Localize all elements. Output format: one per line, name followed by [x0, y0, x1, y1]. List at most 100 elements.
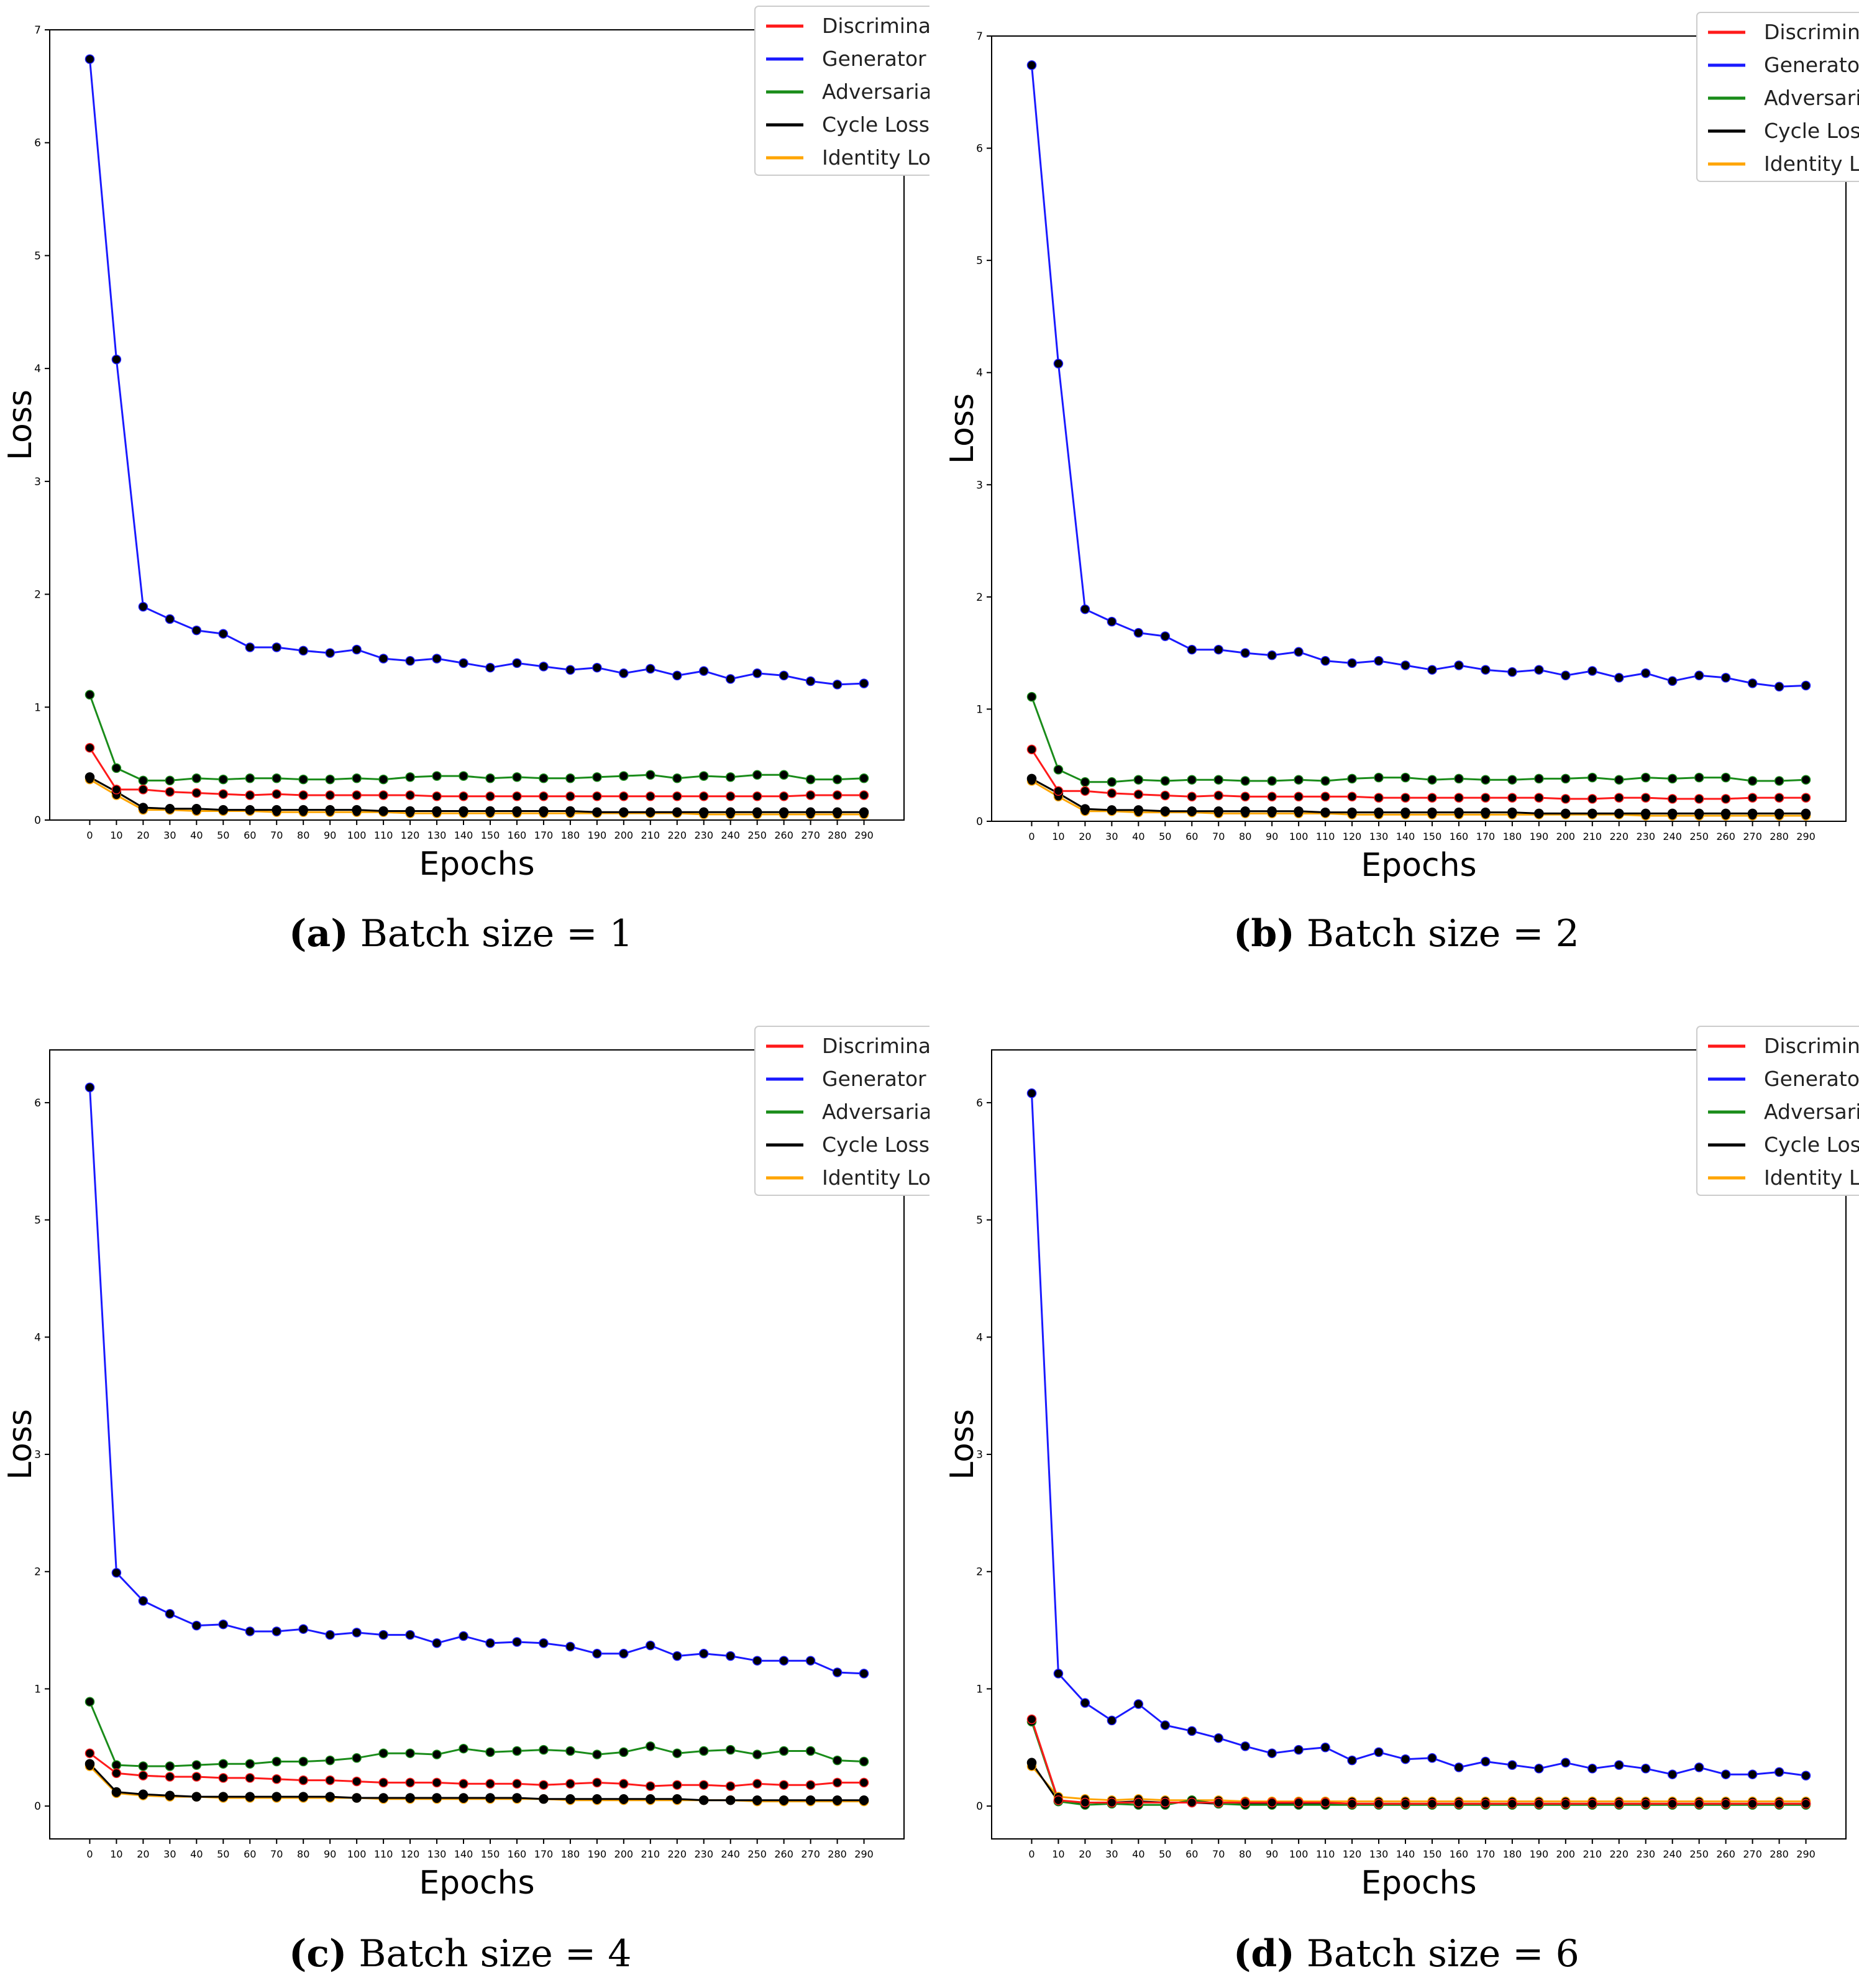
y-tick-label: 6	[34, 137, 41, 150]
data-point	[1774, 776, 1784, 786]
data-point	[752, 1656, 762, 1666]
data-point	[1400, 807, 1410, 818]
x-tick-label: 160	[1450, 1848, 1469, 1860]
data-point	[539, 1780, 549, 1790]
data-point	[1026, 1714, 1037, 1725]
legend-label: Cycle Loss	[1764, 119, 1859, 143]
data-point	[405, 1748, 415, 1758]
data-point	[245, 1773, 255, 1783]
data-point	[298, 1756, 308, 1767]
data-point	[1774, 793, 1784, 803]
data-point	[272, 1774, 281, 1784]
data-point	[1240, 1797, 1250, 1808]
data-point	[592, 772, 602, 782]
data-point	[646, 791, 655, 801]
y-tick-label: 2	[34, 589, 41, 601]
data-point	[1720, 1799, 1731, 1809]
data-point	[725, 772, 736, 782]
series-line-cycle-loss	[89, 776, 864, 813]
data-point	[1747, 776, 1758, 786]
data-point	[565, 773, 575, 783]
x-tick-label: 50	[217, 1848, 229, 1860]
data-point	[1374, 807, 1384, 818]
data-point	[1187, 1726, 1197, 1736]
data-point	[165, 804, 175, 814]
data-point	[539, 1638, 549, 1648]
data-point	[1720, 794, 1731, 804]
data-point	[779, 791, 789, 801]
data-point	[565, 1641, 575, 1652]
series-line-discriminator	[1031, 1719, 1806, 1805]
data-point	[485, 1638, 495, 1648]
data-point	[1080, 786, 1090, 796]
data-point	[779, 1656, 789, 1666]
x-tick-label: 150	[481, 1848, 500, 1860]
x-tick-label: 290	[1796, 831, 1816, 842]
data-point	[432, 1638, 442, 1648]
series-line-discriminator	[89, 747, 864, 798]
data-point	[378, 1630, 388, 1640]
data-point	[325, 790, 335, 800]
data-point	[165, 787, 175, 797]
x-tick-label: 260	[774, 829, 793, 841]
data-point	[752, 1779, 762, 1789]
data-point	[1213, 1797, 1223, 1808]
x-tick-label: 90	[324, 1848, 336, 1860]
data-point	[111, 1567, 122, 1578]
data-point	[1454, 660, 1464, 670]
data-point	[432, 806, 442, 816]
data-point	[378, 774, 388, 785]
data-point	[1561, 1758, 1571, 1768]
data-point	[725, 791, 736, 801]
data-point	[191, 625, 202, 636]
data-point	[672, 791, 682, 801]
data-point	[859, 1669, 869, 1679]
data-point	[1133, 789, 1144, 800]
data-point	[111, 1768, 122, 1779]
data-point	[1347, 1755, 1357, 1766]
data-point	[646, 1741, 655, 1751]
data-point	[138, 785, 148, 795]
x-tick-label: 150	[481, 829, 500, 841]
x-tick-label: 130	[1369, 831, 1389, 842]
data-point	[832, 1795, 843, 1805]
data-point	[1187, 806, 1197, 816]
data-point	[1694, 772, 1704, 783]
x-tick-label: 240	[1663, 1848, 1682, 1860]
data-point	[325, 774, 335, 785]
x-tick-label: 210	[641, 829, 660, 841]
plot-frame	[49, 29, 905, 821]
data-point	[245, 790, 255, 800]
data-point	[779, 670, 789, 681]
legend-label: Adversarial Loss	[1764, 86, 1859, 110]
x-tick-label: 170	[534, 829, 554, 841]
x-axis-label: Epochs	[1361, 847, 1476, 884]
data-point	[138, 1596, 148, 1606]
series-line-cycle-loss	[1031, 778, 1806, 814]
data-point	[512, 1637, 522, 1647]
data-point	[1587, 772, 1597, 783]
data-point	[1507, 793, 1517, 803]
y-tick-label: 5	[34, 1215, 41, 1227]
data-point	[1267, 791, 1277, 802]
x-tick-label: 50	[1159, 1848, 1171, 1860]
legend-label: Discriminator	[822, 14, 930, 38]
data-point	[1507, 667, 1517, 677]
series-line-generator	[1031, 65, 1806, 688]
x-tick-label: 20	[137, 1848, 149, 1860]
data-point	[1454, 1762, 1464, 1772]
y-tick-label: 0	[34, 814, 41, 827]
data-point	[165, 1790, 175, 1800]
data-point	[432, 654, 442, 663]
y-tick-label: 3	[976, 479, 983, 491]
x-tick-label: 30	[1105, 831, 1118, 842]
data-point	[1267, 776, 1277, 786]
data-point	[1747, 1799, 1758, 1809]
data-point	[1507, 807, 1517, 818]
data-point	[1080, 777, 1090, 787]
legend-label: Discriminator	[822, 1034, 930, 1058]
data-point	[565, 1779, 575, 1789]
data-point	[325, 1792, 335, 1802]
data-point	[1720, 673, 1731, 683]
data-point	[191, 1620, 202, 1631]
